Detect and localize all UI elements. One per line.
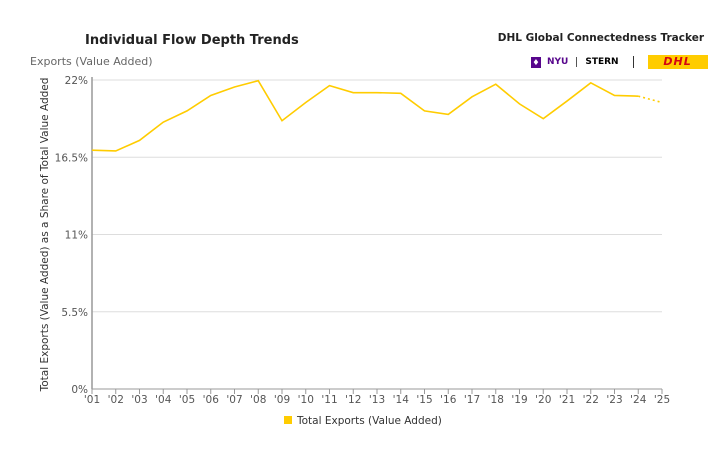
y-tick-label: 0% bbox=[71, 384, 88, 396]
nyu-logo: NYU bbox=[547, 57, 569, 67]
series-line bbox=[91, 79, 639, 152]
x-tick-label: '23 bbox=[606, 394, 622, 406]
x-tick-label: '04 bbox=[155, 394, 172, 406]
x-tick-label: '16 bbox=[440, 394, 457, 406]
y-tick-label: 22% bbox=[65, 75, 88, 87]
y-tick-label: 11% bbox=[65, 230, 88, 242]
x-tick-label: '14 bbox=[393, 394, 410, 406]
x-tick-label: '13 bbox=[369, 394, 385, 406]
x-tick-label: '08 bbox=[250, 394, 266, 406]
x-tick-label: '05 bbox=[179, 394, 195, 406]
series-line-projected bbox=[638, 95, 663, 104]
y-tick-label: 5.5% bbox=[61, 307, 88, 319]
legend-swatch bbox=[284, 416, 292, 424]
x-tick-label: '11 bbox=[321, 394, 337, 406]
x-tick-label: '17 bbox=[464, 394, 480, 406]
x-tick-label: '19 bbox=[511, 394, 527, 406]
legend-label: Total Exports (Value Added) bbox=[296, 415, 442, 427]
x-tick-label: '09 bbox=[274, 394, 290, 406]
stern-logo: STERN bbox=[585, 57, 619, 67]
x-tick-label: '03 bbox=[131, 394, 147, 406]
chart-title: Individual Flow Depth Trends bbox=[85, 33, 299, 48]
x-tick-label: '06 bbox=[203, 394, 220, 406]
x-tick-label: '24 bbox=[630, 394, 647, 406]
x-tick-label: '18 bbox=[488, 394, 504, 406]
divider bbox=[632, 56, 634, 68]
tracker-title: DHL Global Connectedness Tracker bbox=[497, 32, 704, 44]
nyu-torch-icon: ♦ bbox=[531, 56, 541, 68]
x-tick-label: '02 bbox=[108, 394, 124, 406]
x-tick-label: '25 bbox=[654, 394, 670, 406]
logos: ♦ NYU STERN DHL bbox=[531, 55, 708, 69]
dhl-logo: DHL bbox=[647, 55, 708, 69]
x-tick-label: '01 bbox=[84, 394, 100, 406]
x-tick-label: '22 bbox=[583, 394, 599, 406]
x-tick-label: '10 bbox=[298, 394, 314, 406]
y-tick-label: 16.5% bbox=[55, 152, 88, 164]
x-tick-label: '15 bbox=[416, 394, 432, 406]
x-tick-label: '12 bbox=[345, 394, 361, 406]
y-axis-label: Total Exports (Value Added) as a Share o… bbox=[39, 78, 51, 393]
chart-subtitle: Exports (Value Added) bbox=[30, 55, 153, 68]
x-tick-label: '20 bbox=[535, 394, 551, 406]
x-tick-label: '07 bbox=[226, 394, 242, 406]
x-tick-label: '21 bbox=[559, 394, 575, 406]
divider bbox=[576, 57, 578, 67]
